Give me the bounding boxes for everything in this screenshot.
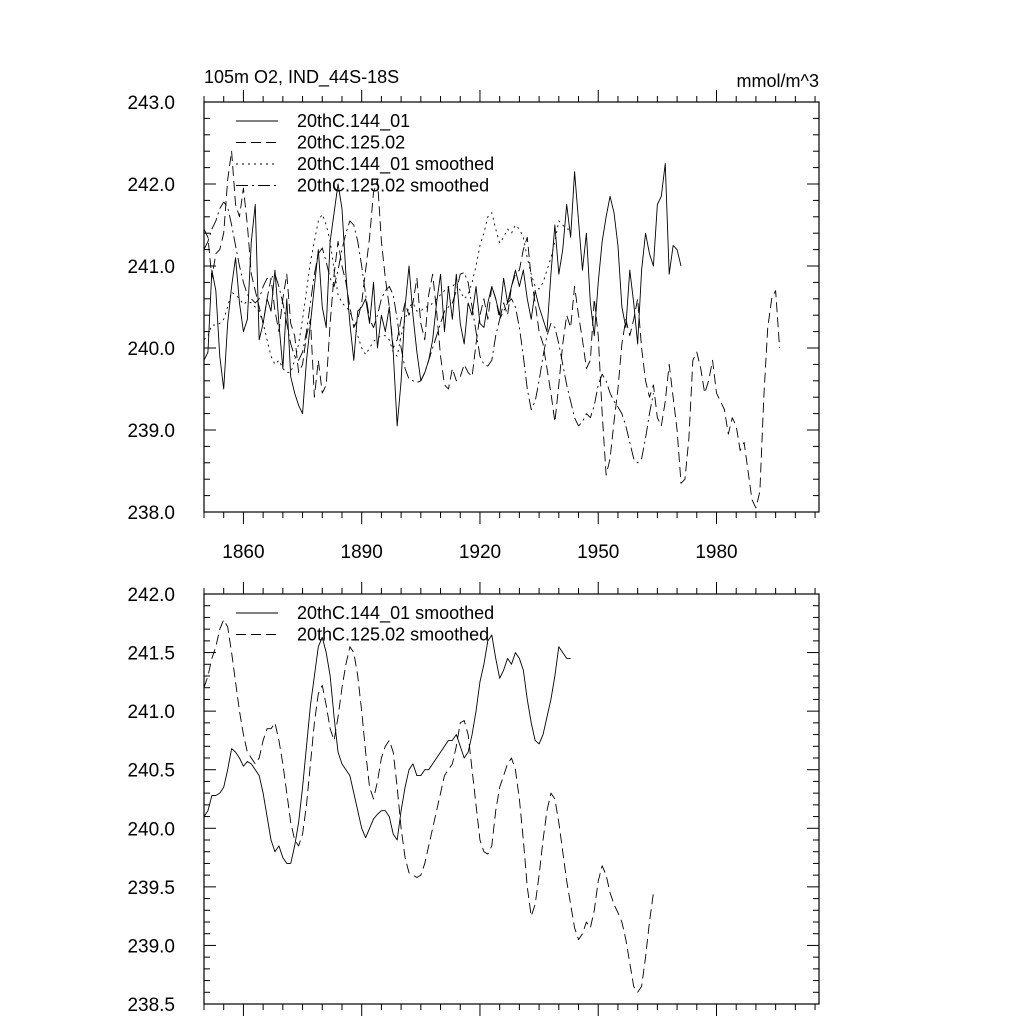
series-line-2	[204, 619, 654, 993]
x-tick-label: 1950	[577, 542, 619, 563]
legend-label: 20thC.125.02 smoothed	[297, 625, 489, 645]
legend-label: 20thC.125.02 smoothed	[297, 176, 489, 196]
legend-label: 20thC.144_01	[297, 111, 410, 132]
series-line-2	[204, 150, 781, 509]
bottom-ticks	[203, 582, 819, 1016]
y-tick-label: 238.0	[127, 503, 175, 524]
y-tick-label: 240.0	[127, 339, 175, 360]
series-line-1	[204, 634, 571, 864]
x-tick-label: 1860	[222, 542, 264, 563]
bottom-tick-labels: 238.5 239.0 239.5 240.0 240.5 241.0 241.5 242.0	[127, 585, 175, 1016]
bottom-panel: 238.5 239.0 239.5 240.0 240.5 241.0 241.5 242.0…	[127, 582, 820, 1016]
y-tick-label: 238.5	[127, 995, 175, 1016]
y-tick-label: 242.0	[127, 175, 175, 196]
y-tick-label: 240.0	[127, 819, 175, 840]
top-panel: 1860 1890 1920 1950 1980 238.0 239.0 240.0 241.0…	[127, 90, 820, 563]
y-tick-label: 241.0	[127, 702, 175, 723]
top-series-group	[204, 150, 781, 509]
y-tick-label: 241.0	[127, 257, 175, 278]
y-tick-label: 241.5	[127, 644, 175, 665]
bottom-series-group	[204, 619, 654, 993]
figure-title: 105m O2, IND_44S-18S	[204, 67, 399, 88]
bottom-plot-frame	[203, 593, 820, 1005]
y-tick-label: 240.5	[127, 761, 175, 782]
top-ticks	[203, 90, 819, 524]
legend-label: 20thC.125.02	[297, 133, 405, 153]
x-tick-label: 1980	[695, 542, 737, 563]
series-line-1	[204, 163, 682, 427]
y-tick-label: 239.0	[127, 936, 175, 957]
legend-label: 20thC.144_01 smoothed	[297, 154, 494, 175]
top-tick-labels: 1860 1890 1920 1950 1980 238.0 239.0 240.0 241.0…	[127, 93, 737, 563]
units-label: mmol/m^3	[737, 71, 819, 91]
x-tick-label: 1920	[459, 542, 501, 563]
y-tick-label: 239.0	[127, 421, 175, 442]
top-plot-frame	[203, 101, 820, 513]
y-tick-label: 242.0	[127, 585, 175, 606]
y-tick-label: 243.0	[127, 93, 175, 114]
x-tick-label: 1890	[341, 542, 383, 563]
series-line-4	[204, 201, 654, 464]
legend-label: 20thC.144_01 smoothed	[297, 603, 494, 624]
y-tick-label: 239.5	[127, 878, 175, 899]
